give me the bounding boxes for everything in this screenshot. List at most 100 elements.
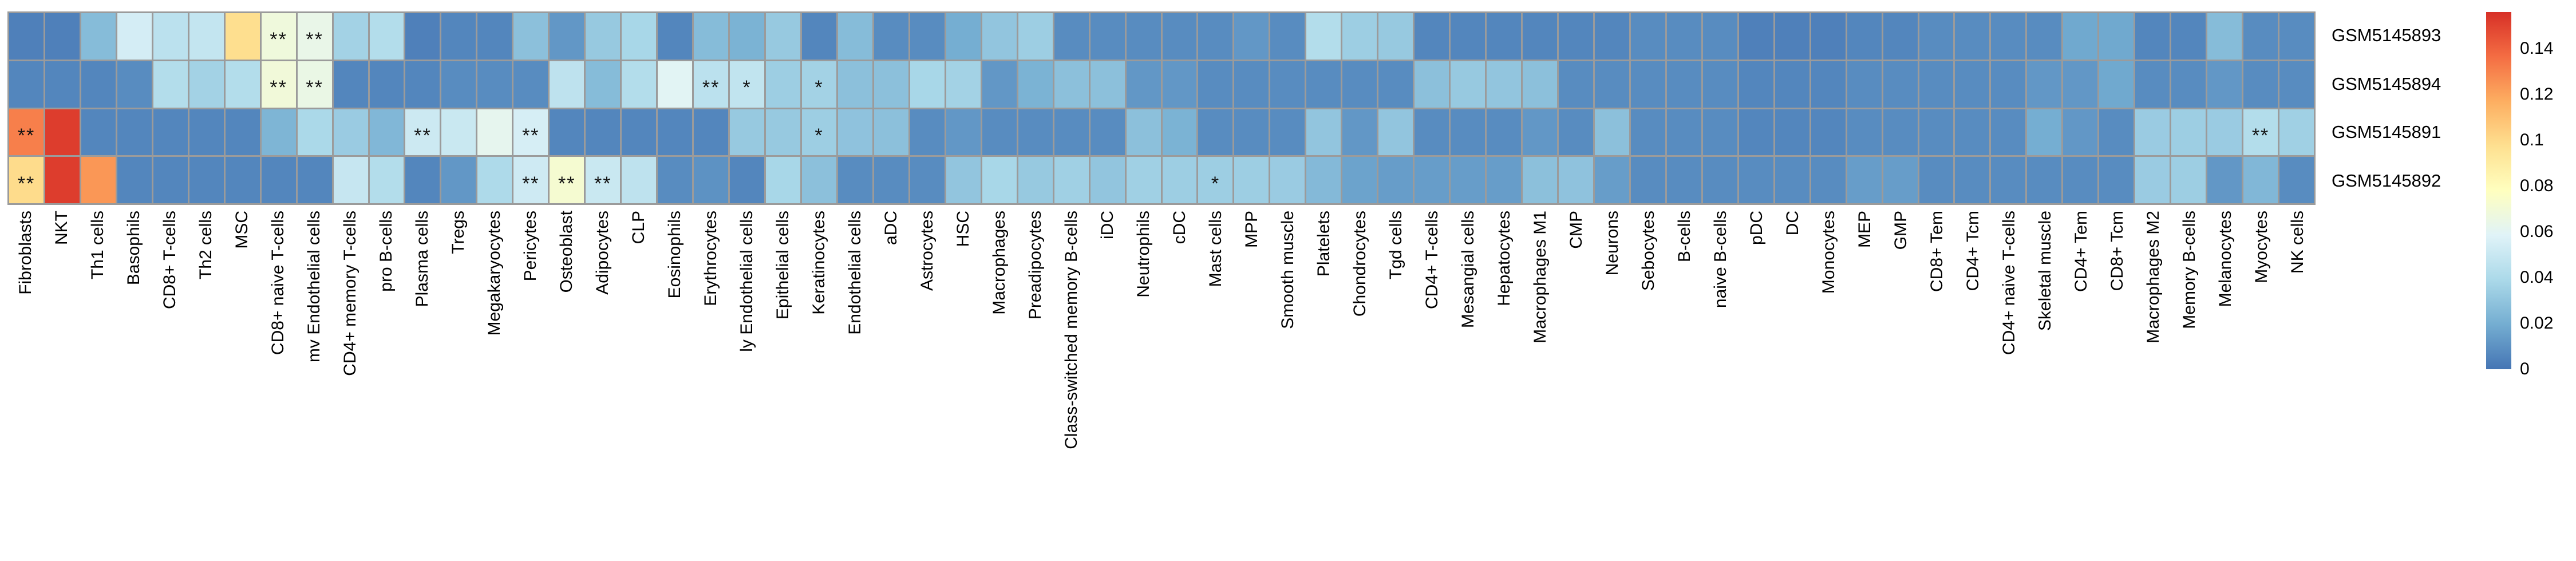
heatmap-cell — [1090, 61, 1125, 108]
column-label: Smooth muscle — [1278, 211, 1297, 329]
colorbar-tick-label: 0.02 — [2520, 314, 2554, 333]
heatmap-cell — [1630, 61, 1665, 108]
heatmap-cell — [225, 61, 260, 108]
heatmap-cell — [874, 109, 908, 156]
heatmap-cell — [1702, 157, 1737, 203]
heatmap-cell — [1666, 13, 1701, 60]
row-label: GSM5145891 — [2332, 122, 2441, 143]
heatmap-cell — [333, 157, 368, 203]
column-label: Tgd cells — [1386, 211, 1405, 280]
heatmap-cell — [9, 61, 44, 108]
heatmap-cell — [1739, 61, 1773, 108]
column-label: Chondrocytes — [1350, 211, 1369, 317]
column-label: Platelets — [1314, 211, 1333, 277]
heatmap-cell — [946, 109, 981, 156]
column-label: GMP — [1891, 211, 1910, 250]
column-label: MPP — [1242, 211, 1261, 248]
heatmap-cell — [333, 61, 368, 108]
heatmap-cell — [586, 61, 621, 108]
column-label: MEP — [1855, 211, 1874, 248]
heatmap-cell — [1054, 157, 1089, 203]
column-label: CD4+ Tem — [2071, 211, 2091, 293]
heatmap-cell — [153, 61, 188, 108]
column-label: Th1 cells — [88, 211, 107, 280]
heatmap-cell — [1126, 61, 1161, 108]
significance-marker: * — [815, 124, 824, 147]
heatmap-cell: ** — [513, 157, 548, 203]
heatmap-cell — [1811, 157, 1846, 203]
column-label: Neutrophils — [1133, 211, 1153, 298]
column-label: Hepatocytes — [1494, 211, 1514, 306]
column-label: Erythrocytes — [701, 211, 720, 306]
heatmap-cell — [622, 61, 657, 108]
heatmap-cell — [1847, 109, 1882, 156]
heatmap-cell — [1630, 157, 1665, 203]
column-label: Preadipocytes — [1025, 211, 1045, 320]
heatmap-cell — [1523, 157, 1557, 203]
heatmap-cell — [1270, 157, 1305, 203]
heatmap-cell — [982, 61, 1017, 108]
heatmap-cell — [1883, 157, 1918, 203]
heatmap-cell — [910, 157, 945, 203]
heatmap-cell — [946, 13, 981, 60]
significance-marker: ** — [270, 29, 287, 51]
column-label: mv Endothelial cells — [304, 211, 323, 363]
heatmap-cell — [1054, 109, 1089, 156]
column-label: Myocytes — [2251, 211, 2271, 283]
heatmap-cell — [837, 13, 872, 60]
heatmap-cell — [1018, 13, 1053, 60]
significance-marker: ** — [2251, 124, 2270, 147]
heatmap-cell — [513, 61, 548, 108]
heatmap-cell — [2027, 109, 2062, 156]
heatmap-cell — [2135, 13, 2170, 60]
heatmap-cell — [1162, 61, 1197, 108]
heatmap-cell: ** — [261, 61, 296, 108]
column-label: Macrophages M2 — [2143, 211, 2163, 343]
column-label: Skeletal muscle — [2035, 211, 2055, 331]
heatmap-cell — [1090, 157, 1125, 203]
heatmap-cell — [801, 13, 836, 60]
row-label: GSM5145892 — [2332, 170, 2441, 191]
heatmap-cell — [405, 157, 440, 203]
heatmap-cell — [1487, 157, 1522, 203]
significance-marker: ** — [17, 124, 35, 147]
heatmap-cell — [2243, 157, 2278, 203]
heatmap-cell — [1415, 109, 1449, 156]
heatmap-cell — [1198, 13, 1233, 60]
heatmap-cell — [1198, 109, 1233, 156]
heatmap-cell — [622, 157, 657, 203]
heatmap-cell — [658, 109, 693, 156]
column-label: aDC — [881, 211, 900, 246]
column-label: Macrophages M1 — [1530, 211, 1550, 343]
column-label: Fibroblasts — [15, 211, 35, 295]
heatmap-cell — [117, 13, 152, 60]
heatmap-cell — [225, 13, 260, 60]
heatmap-cell — [1378, 61, 1413, 108]
heatmap-cell — [1306, 61, 1341, 108]
heatmap-cell — [1451, 13, 1485, 60]
column-label: Class-switched memory B-cells — [1061, 211, 1081, 449]
heatmap-cell — [1955, 109, 1990, 156]
heatmap-cell — [477, 61, 512, 108]
significance-marker: ** — [594, 172, 612, 195]
heatmap-cell: * — [730, 61, 765, 108]
heatmap-cell — [333, 109, 368, 156]
column-label: Megakaryocytes — [484, 211, 504, 336]
colorbar-tick-label: 0.06 — [2520, 222, 2554, 241]
heatmap-cell — [81, 109, 116, 156]
heatmap-cell — [1126, 109, 1161, 156]
heatmap-cell — [550, 61, 584, 108]
column-label: Endothelial cells — [845, 211, 864, 335]
column-label: Keratinocytes — [809, 211, 828, 315]
heatmap-cell — [369, 61, 404, 108]
heatmap-cell — [1054, 61, 1089, 108]
heatmap-cell — [2135, 61, 2170, 108]
column-label: pDC — [1747, 211, 1766, 246]
column-label: cDC — [1170, 211, 1189, 244]
heatmap-cell — [766, 157, 800, 203]
heatmap-cell — [405, 13, 440, 60]
heatmap-cell — [1451, 109, 1485, 156]
heatmap-cell — [2099, 157, 2134, 203]
heatmap-cell: ** — [513, 109, 548, 156]
heatmap-cell — [1630, 13, 1665, 60]
